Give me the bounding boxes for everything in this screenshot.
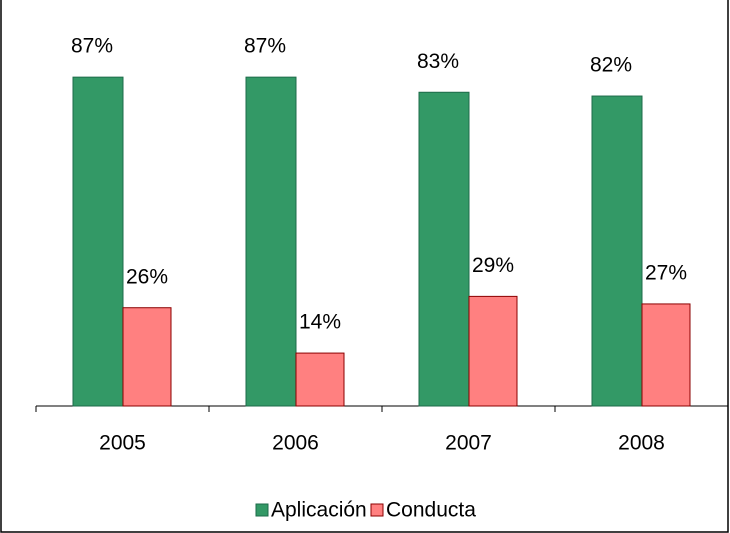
- bar: [641, 303, 691, 407]
- bar: [245, 76, 297, 407]
- data-label: 14%: [299, 311, 341, 334]
- bar: [72, 76, 124, 407]
- bar: [468, 295, 518, 407]
- x-tick-label: 2006: [272, 432, 319, 455]
- data-label: 26%: [126, 265, 168, 288]
- data-label: 82%: [590, 54, 632, 77]
- x-tick-label: 2008: [618, 432, 665, 455]
- data-label: 27%: [645, 261, 687, 284]
- data-label: 29%: [472, 254, 514, 277]
- data-label: 83%: [417, 50, 459, 73]
- legend-swatch: [370, 503, 384, 517]
- x-tick-label: 2007: [445, 432, 492, 455]
- legend-label: Conducta: [386, 499, 476, 522]
- data-label: 87%: [71, 35, 113, 58]
- legend-label: Aplicación: [271, 499, 367, 522]
- bar: [295, 352, 345, 407]
- bar: [122, 307, 172, 407]
- legend-swatch: [255, 503, 269, 517]
- bar: [418, 91, 470, 407]
- data-label: 87%: [244, 35, 286, 58]
- x-tick-label: 2005: [99, 432, 146, 455]
- bar: [591, 95, 643, 407]
